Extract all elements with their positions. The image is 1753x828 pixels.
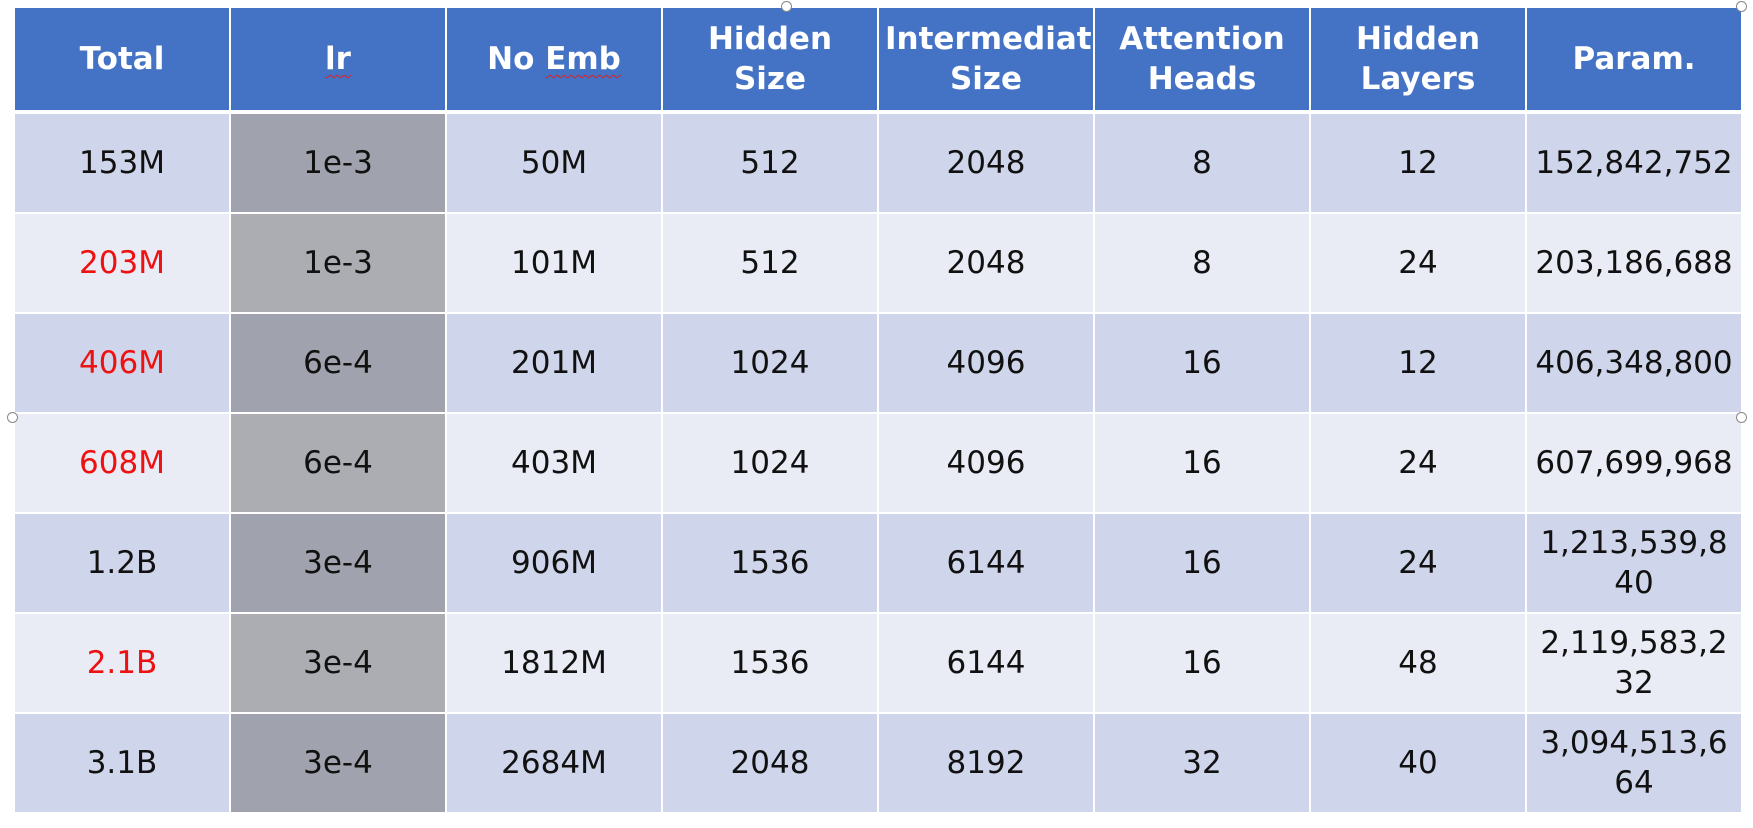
attention-heads-cell[interactable]: 16: [1093, 612, 1311, 714]
hidden-layers-cell[interactable]: 12: [1309, 111, 1527, 214]
selection-handle-top[interactable]: [781, 1, 792, 12]
intermediate-size-cell[interactable]: 8192: [877, 712, 1095, 814]
table-row: 3.1B 3e-4 2684M 2048 8192 32 40 3,094,513,664: [13, 712, 1743, 814]
header-hidden-size-label: Hidden Size: [707, 21, 833, 97]
table-row: 608M 6e-4 403M 1024 4096 16 24 607,699,968: [13, 412, 1743, 514]
lr-cell[interactable]: 3e-4: [229, 612, 447, 714]
intermediate-size-cell[interactable]: 4096: [877, 412, 1095, 514]
hidden-layers-cell[interactable]: 24: [1309, 512, 1527, 614]
header-no-emb-label: No Emb: [487, 41, 621, 77]
table-row: 153M 1e-3 50M 512 2048 8 12 152,842,752: [13, 111, 1743, 214]
intermediate-size-cell[interactable]: 6144: [877, 612, 1095, 714]
header-attention-heads[interactable]: Attention Heads: [1093, 6, 1311, 114]
header-attention-heads-label: Attention Heads: [1119, 21, 1285, 97]
no-emb-cell[interactable]: 201M: [445, 312, 663, 414]
total-cell[interactable]: 153M: [13, 111, 231, 214]
model-config-table-container[interactable]: Total lr No Emb Hidden Size Intermediate Siz…: [13, 6, 1743, 814]
header-total[interactable]: Total: [13, 6, 231, 114]
hidden-size-cell[interactable]: 1536: [661, 612, 879, 714]
lr-cell[interactable]: 6e-4: [229, 312, 447, 414]
total-cell[interactable]: 1.2B: [13, 512, 231, 614]
no-emb-cell[interactable]: 2684M: [445, 712, 663, 814]
param-cell[interactable]: 152,842,752: [1525, 111, 1743, 214]
hidden-layers-cell[interactable]: 24: [1309, 412, 1527, 514]
param-cell[interactable]: 1,213,539,840: [1525, 512, 1743, 614]
selection-handle-top-right[interactable]: [1736, 1, 1747, 12]
hidden-size-cell[interactable]: 2048: [661, 712, 879, 814]
intermediate-size-cell[interactable]: 4096: [877, 312, 1095, 414]
table-row: 2.1B 3e-4 1812M 1536 6144 16 48 2,119,583,232: [13, 612, 1743, 714]
lr-cell[interactable]: 3e-4: [229, 512, 447, 614]
total-cell[interactable]: 2.1B: [13, 612, 231, 714]
header-param[interactable]: Param.: [1525, 6, 1743, 114]
header-hidden-size[interactable]: Hidden Size: [661, 6, 879, 114]
lr-cell[interactable]: 1e-3: [229, 212, 447, 314]
attention-heads-cell[interactable]: 16: [1093, 412, 1311, 514]
hidden-layers-cell[interactable]: 12: [1309, 312, 1527, 414]
total-cell[interactable]: 608M: [13, 412, 231, 514]
total-cell[interactable]: 203M: [13, 212, 231, 314]
header-total-label: Total: [79, 41, 165, 77]
hidden-size-cell[interactable]: 512: [661, 111, 879, 214]
table-body: 153M 1e-3 50M 512 2048 8 12 152,842,752 203M 1e-3…: [13, 111, 1743, 814]
no-emb-cell[interactable]: 906M: [445, 512, 663, 614]
header-hidden-layers-label: Hidden Layers: [1355, 21, 1481, 97]
hidden-layers-cell[interactable]: 40: [1309, 712, 1527, 814]
intermediate-size-cell[interactable]: 2048: [877, 212, 1095, 314]
no-emb-cell[interactable]: 1812M: [445, 612, 663, 714]
attention-heads-cell[interactable]: 16: [1093, 512, 1311, 614]
attention-heads-cell[interactable]: 8: [1093, 212, 1311, 314]
header-no-emb[interactable]: No Emb: [445, 6, 663, 114]
intermediate-size-cell[interactable]: 2048: [877, 111, 1095, 214]
param-cell[interactable]: 406,348,800: [1525, 312, 1743, 414]
intermediate-size-cell[interactable]: 6144: [877, 512, 1095, 614]
hidden-layers-cell[interactable]: 48: [1309, 612, 1527, 714]
total-cell[interactable]: 406M: [13, 312, 231, 414]
model-config-table[interactable]: Total lr No Emb Hidden Size Intermediate Siz…: [13, 6, 1743, 814]
table-row: 1.2B 3e-4 906M 1536 6144 16 24 1,213,539,840: [13, 512, 1743, 614]
table-row: 203M 1e-3 101M 512 2048 8 24 203,186,688: [13, 212, 1743, 314]
attention-heads-cell[interactable]: 16: [1093, 312, 1311, 414]
header-lr-label: lr: [325, 41, 351, 77]
attention-heads-cell[interactable]: 32: [1093, 712, 1311, 814]
no-emb-cell[interactable]: 50M: [445, 111, 663, 214]
param-cell[interactable]: 3,094,513,664: [1525, 712, 1743, 814]
param-cell[interactable]: 607,699,968: [1525, 412, 1743, 514]
lr-cell[interactable]: 6e-4: [229, 412, 447, 514]
table-header-row: Total lr No Emb Hidden Size Intermediate Siz…: [13, 6, 1743, 114]
lr-cell[interactable]: 1e-3: [229, 111, 447, 214]
total-cell[interactable]: 3.1B: [13, 712, 231, 814]
hidden-size-cell[interactable]: 1024: [661, 312, 879, 414]
hidden-size-cell[interactable]: 512: [661, 212, 879, 314]
spellcheck-word: Emb: [545, 41, 621, 77]
selection-handle-left[interactable]: [7, 412, 18, 423]
param-cell[interactable]: 2,119,583,232: [1525, 612, 1743, 714]
no-emb-cell[interactable]: 101M: [445, 212, 663, 314]
header-intermediate-size-label: Intermediate Size: [885, 21, 1094, 97]
param-cell[interactable]: 203,186,688: [1525, 212, 1743, 314]
hidden-layers-cell[interactable]: 24: [1309, 212, 1527, 314]
table-row: 406M 6e-4 201M 1024 4096 16 12 406,348,800: [13, 312, 1743, 414]
header-intermediate-size[interactable]: Intermediate Size: [877, 6, 1095, 114]
selection-handle-right[interactable]: [1736, 412, 1747, 423]
hidden-size-cell[interactable]: 1024: [661, 412, 879, 514]
attention-heads-cell[interactable]: 8: [1093, 111, 1311, 214]
header-param-label: Param.: [1572, 41, 1696, 77]
no-emb-cell[interactable]: 403M: [445, 412, 663, 514]
header-lr[interactable]: lr: [229, 6, 447, 114]
lr-cell[interactable]: 3e-4: [229, 712, 447, 814]
hidden-size-cell[interactable]: 1536: [661, 512, 879, 614]
header-hidden-layers[interactable]: Hidden Layers: [1309, 6, 1527, 114]
